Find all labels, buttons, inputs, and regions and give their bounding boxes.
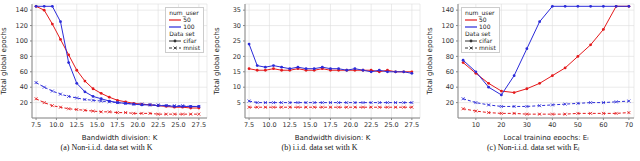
- html-text:num_user: num_user: [169, 9, 199, 16]
- svg-text:12.5: 12.5: [70, 121, 84, 129]
- svg-text:60: 60: [446, 68, 454, 76]
- svg-text:20.0: 20.0: [344, 121, 358, 129]
- svg-text:27.5: 27.5: [192, 121, 206, 129]
- html-text:num_user: num_user: [465, 9, 495, 16]
- svg-text:50: 50: [574, 121, 582, 129]
- svg-text:140: 140: [16, 6, 28, 14]
- svg-text:20: 20: [20, 99, 28, 107]
- svg-text:27.5: 27.5: [405, 121, 419, 129]
- svg-text:Bandwidth division: K: Bandwidth division: K: [295, 134, 371, 140]
- html-text:50: 50: [183, 16, 191, 23]
- svg-text:80: 80: [20, 53, 28, 61]
- svg-text:5: 5: [237, 99, 241, 107]
- svg-text:25: 25: [233, 37, 241, 45]
- svg-text:Total global epochs: Total global epochs: [426, 27, 434, 95]
- svg-text:17.5: 17.5: [110, 121, 124, 129]
- svg-text:40: 40: [446, 83, 454, 91]
- svg-text:25.0: 25.0: [171, 121, 185, 129]
- svg-text:80: 80: [446, 53, 454, 61]
- html-text:mnist: mnist: [479, 44, 496, 51]
- svg-text:7.5: 7.5: [244, 121, 254, 129]
- html-text:Data set: Data set: [465, 30, 491, 37]
- svg-text:20: 20: [497, 121, 505, 129]
- html-text:(a) Non-i.i.d. data set with K: (a) Non-i.i.d. data set with K: [60, 143, 153, 152]
- svg-text:20: 20: [446, 99, 454, 107]
- svg-text:Total global epochs: Total global epochs: [213, 27, 221, 95]
- svg-text:Total global epochs: Total global epochs: [8, 27, 9, 95]
- svg-text:70: 70: [625, 121, 632, 129]
- svg-text:25.0: 25.0: [384, 121, 398, 129]
- svg-text:20: 20: [233, 53, 241, 61]
- svg-text:30: 30: [233, 22, 241, 30]
- html-text:50: 50: [479, 16, 487, 23]
- svg-text:7.5: 7.5: [31, 121, 41, 129]
- svg-text:10.0: 10.0: [49, 121, 63, 129]
- html-text:100: 100: [183, 23, 195, 30]
- svg-text:17.5: 17.5: [323, 121, 337, 129]
- html-text:Data set: Data set: [169, 30, 195, 37]
- html-text:100: 100: [479, 23, 491, 30]
- svg-text:Local training epochs: Eₗ: Local training epochs: Eₗ: [504, 134, 589, 140]
- html-text:(c) Non-i.i.d. data set with E: (c) Non-i.i.d. data set with Eₗ: [487, 143, 579, 152]
- svg-text:140: 140: [442, 6, 454, 14]
- svg-text:20.0: 20.0: [131, 121, 145, 129]
- svg-text:100: 100: [442, 37, 454, 45]
- svg-text:60: 60: [599, 121, 607, 129]
- svg-text:30: 30: [523, 121, 531, 129]
- svg-text:10: 10: [472, 121, 480, 129]
- svg-text:Bandwidth division: K: Bandwidth division: K: [82, 134, 158, 140]
- svg-text:12.5: 12.5: [283, 121, 297, 129]
- svg-text:120: 120: [442, 22, 454, 30]
- html-text:(b) i.i.d. data set with K: (b) i.i.d. data set with K: [281, 143, 358, 152]
- svg-text:10.0: 10.0: [262, 121, 276, 129]
- html-text:cifar: cifar: [479, 37, 493, 44]
- html-text:cifar: cifar: [183, 37, 197, 44]
- svg-text:40: 40: [548, 121, 556, 129]
- svg-text:22.5: 22.5: [151, 121, 165, 129]
- svg-text:35: 35: [233, 6, 241, 14]
- svg-text:120: 120: [16, 22, 28, 30]
- svg-text:10: 10: [233, 83, 241, 91]
- html-text:mnist: mnist: [183, 44, 200, 51]
- svg-text:40: 40: [20, 83, 28, 91]
- svg-text:15.0: 15.0: [90, 121, 104, 129]
- svg-text:100: 100: [16, 37, 28, 45]
- svg-text:15.0: 15.0: [303, 121, 317, 129]
- svg-text:22.5: 22.5: [364, 121, 378, 129]
- svg-text:60: 60: [20, 68, 28, 76]
- svg-text:15: 15: [233, 68, 241, 76]
